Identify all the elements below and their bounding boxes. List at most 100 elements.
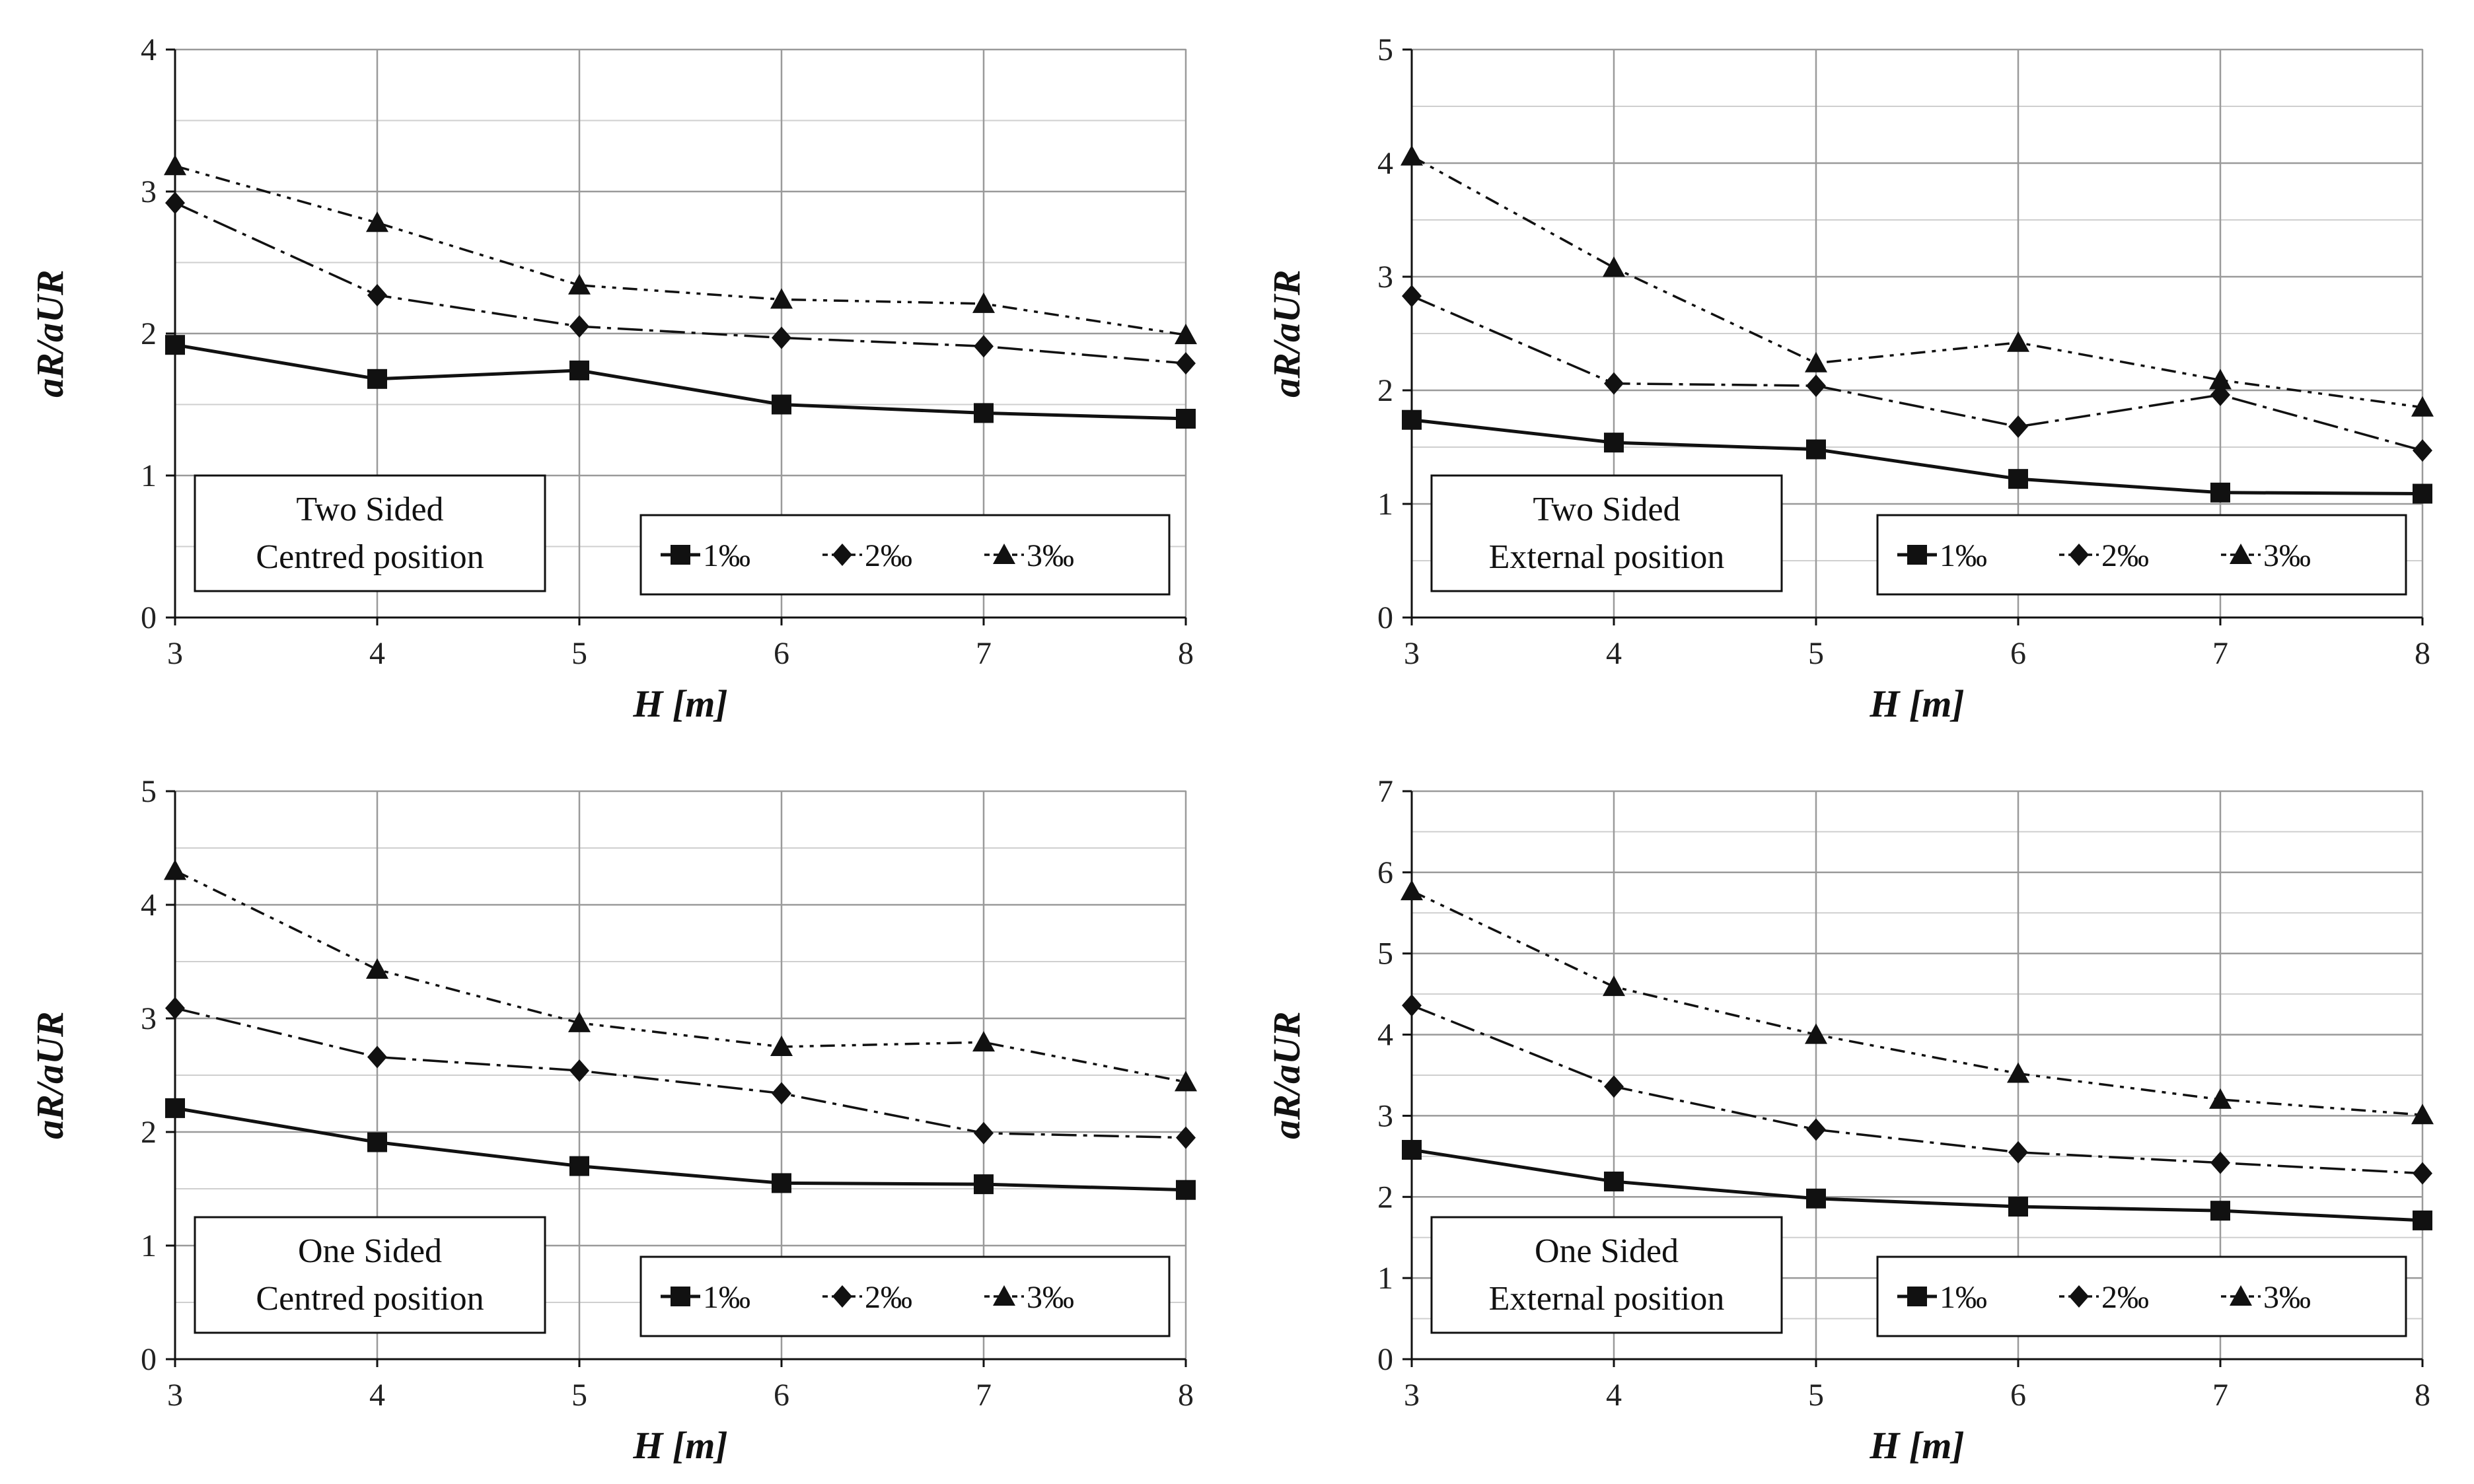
caption-line: Two Sided [296,491,443,528]
data-point [367,1132,387,1152]
legend: 1‰ 2‰ 3‰ [639,514,1171,596]
caption-line: Two Sided [1533,491,1680,528]
caption-line: External position [1489,1280,1725,1318]
chart-svg: 0 1 2 3 4 5 3 4 5 6 7 8 H [m] aR/aUR Two Sided External… [1265,32,2434,725]
data-point [1401,145,1423,166]
chart-svg: 0 1 2 3 4 3 4 5 6 7 8 H [m] aR/aUR Two Sided Centred p… [28,32,1197,725]
x-tick-label: 8 [1178,1378,1194,1413]
data-point [1603,975,1625,997]
legend-label: 2‰ [2101,1280,2149,1315]
caption-frame [194,1216,546,1334]
chart-panel-one-sided-external: 0 1 2 3 4 5 6 7 3 4 5 6 7 8 H [m] aR/aUR One Sided Extern… [1237,742,2473,1483]
data-point [164,155,186,176]
legend-marker [2230,544,2252,564]
y-tick-labels: 0 1 2 3 4 5 [141,774,175,1377]
y-tick-label: 0 [141,600,157,635]
y-tick-label: 4 [1377,1018,1393,1053]
data-point [2007,331,2029,352]
y-tick-label: 5 [1377,936,1393,972]
x-tick-label: 6 [774,1378,789,1413]
caption-box: Two Sided Centred position [194,474,546,592]
x-tick-label: 3 [167,1378,183,1413]
legend-marker [671,1287,690,1306]
data-point [772,1173,791,1193]
data-point [569,1059,589,1082]
y-tick-label: 4 [141,888,157,923]
series-line [1411,155,2423,409]
data-point [1402,409,1422,430]
series-1 [1402,409,2432,504]
x-tick-label: 5 [571,636,587,671]
chart-panel-two-sided-external: 0 1 2 3 4 5 3 4 5 6 7 8 H [m] aR/aUR Two Sided External… [1237,0,2473,742]
y-axis-label: aR/aUR [28,1011,71,1139]
data-point [2210,482,2230,503]
legend-marker [1907,1287,1927,1306]
series-1 [1402,1140,2432,1230]
data-point [568,273,591,295]
legend-item: 2‰ [822,1280,912,1315]
chart-svg: 0 1 2 3 4 5 3 4 5 6 7 8 H [m] aR/aUR One Sided Centred … [28,774,1197,1467]
data-point [772,326,791,349]
x-tick-label: 6 [2010,636,2026,671]
data-point [1402,1140,1422,1160]
legend-item: 2‰ [2059,1280,2149,1315]
x-tick-label: 7 [2212,636,2228,671]
data-point [1176,409,1196,429]
data-point [974,1174,994,1195]
series-line [174,1007,1186,1139]
data-point [366,958,388,979]
legend: 1‰ 2‰ 3‰ [639,1255,1171,1337]
y-tick-label: 3 [1377,260,1393,295]
caption-box: Two Sided External position [1430,474,1783,592]
legend-marker [1907,545,1927,565]
data-point [974,403,994,423]
legend-item: 1‰ [661,538,750,573]
legend-frame [639,1255,1171,1337]
series-2 [165,192,1196,375]
caption-box: One Sided Centred position [194,1216,546,1334]
data-point [2413,1210,2432,1230]
legend-label: 2‰ [865,538,912,573]
x-tick-label: 7 [2212,1378,2228,1413]
y-tick-label: 2 [1377,373,1393,408]
data-point [772,394,791,415]
series-3 [1401,145,2434,417]
data-point [1402,285,1422,308]
x-tick-labels: 3 4 5 6 7 8 [1404,1359,2430,1413]
series-line [1411,1148,2423,1222]
legend-item: 1‰ [1897,1280,1987,1315]
y-tick-label: 1 [1377,487,1393,522]
y-tick-label: 1 [141,458,157,493]
x-tick-label: 8 [2415,636,2430,671]
data-point [2008,1197,2028,1217]
series-line [174,201,1186,365]
series-line [174,869,1186,1084]
series-1 [165,1098,1196,1200]
legend-item: 1‰ [661,1280,750,1315]
chart-panel-two-sided-centred: 0 1 2 3 4 3 4 5 6 7 8 H [m] aR/aUR Two Sided Centred p… [0,0,1237,742]
caption-line: External position [1489,538,1725,576]
y-tick-label: 0 [1377,1342,1393,1377]
legend-label: 3‰ [1027,1280,1074,1315]
legend-marker [993,544,1015,564]
y-tick-labels: 0 1 2 3 4 5 [1377,32,1412,635]
y-tick-label: 5 [1377,32,1393,67]
y-axis-label: aR/aUR [1265,1011,1308,1139]
series-3 [1401,880,2434,1125]
y-tick-labels: 0 1 2 3 4 5 6 7 [1377,774,1412,1377]
x-tick-label: 8 [2415,1378,2430,1413]
series-line [174,343,1186,421]
y-tick-label: 2 [1377,1180,1393,1215]
caption-line: One Sided [1535,1232,1679,1270]
data-point [1604,433,1624,453]
data-point [1805,351,1827,372]
data-point [772,1082,791,1105]
y-tick-label: 2 [141,1115,157,1150]
legend-frame [639,514,1171,596]
caption-line: Centred position [256,538,484,576]
y-axis-label: aR/aUR [28,269,71,397]
legend-label: 3‰ [2263,1280,2311,1315]
data-point [164,859,186,880]
legend-marker [671,545,690,565]
